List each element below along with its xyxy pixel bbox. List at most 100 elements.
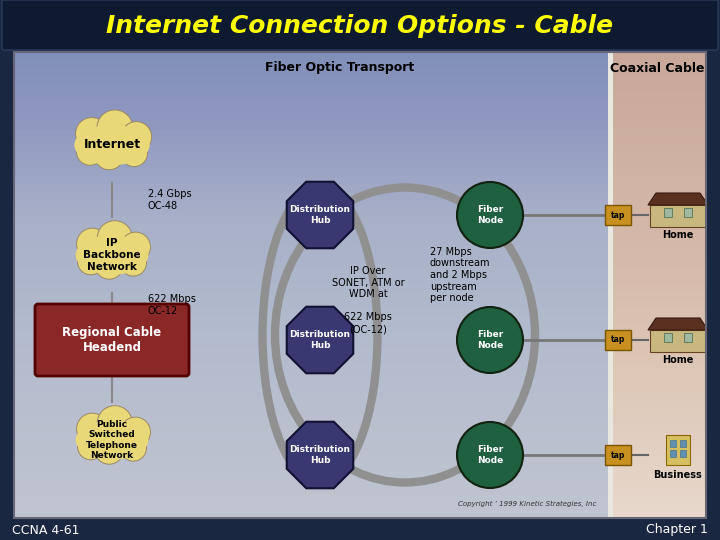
Bar [14,52,610,61]
Bar [14,347,610,356]
Bar [670,450,676,457]
Circle shape [121,122,152,152]
Bar [14,254,610,262]
Bar [14,262,610,271]
Bar [610,324,706,333]
Bar [14,161,610,170]
Circle shape [97,110,133,146]
Bar [650,330,706,352]
Bar [610,91,706,99]
Bar [610,409,706,418]
Circle shape [76,413,108,445]
Bar [610,231,706,239]
Bar [14,223,610,232]
Bar [610,52,706,61]
Bar [14,301,610,309]
Bar [14,339,610,348]
Bar [684,208,692,217]
Bar [610,138,706,146]
Text: Internet Connection Options - Cable: Internet Connection Options - Cable [107,14,613,38]
Polygon shape [287,182,354,248]
Text: Distribution
Hub: Distribution Hub [289,205,351,225]
Bar [610,448,706,457]
Bar [610,363,706,372]
Text: Chapter 1: Chapter 1 [646,523,708,537]
Circle shape [120,249,146,276]
Polygon shape [287,422,354,488]
Bar [14,106,610,115]
Bar [610,99,706,107]
Bar [610,215,706,224]
Bar [14,68,610,76]
Bar [610,471,706,480]
Bar [14,402,610,410]
Bar [610,68,706,76]
Bar [610,456,706,464]
Text: IP Over
SONET, ATM or
WDM at

622 Mbps
(OC-12): IP Over SONET, ATM or WDM at 622 Mbps (O… [332,266,405,334]
Bar [610,200,706,208]
Bar [610,502,706,511]
Bar [680,450,686,457]
FancyBboxPatch shape [605,330,631,350]
Bar [14,363,610,372]
Bar [14,231,610,239]
Circle shape [76,138,104,165]
Text: 622 Mbps
OC-12: 622 Mbps OC-12 [148,294,196,316]
Bar [14,277,610,286]
Circle shape [76,118,108,150]
Text: Distribution
Hub: Distribution Hub [289,330,351,350]
FancyBboxPatch shape [605,445,631,465]
Text: Copyright ’ 1999 Kinetic Strategies, Inc: Copyright ’ 1999 Kinetic Strategies, Inc [458,501,596,507]
Bar [14,417,610,426]
Bar [610,75,706,84]
Bar [610,277,706,286]
FancyBboxPatch shape [14,52,610,518]
Bar [610,184,706,193]
Bar [14,378,610,387]
Bar [14,386,610,395]
Bar [14,479,610,488]
Bar [610,347,706,356]
Bar [610,402,706,410]
FancyBboxPatch shape [35,304,189,376]
Bar [650,205,706,227]
Text: CCNA 4-61: CCNA 4-61 [12,523,79,537]
Bar [14,409,610,418]
Bar [14,200,610,208]
Bar [14,215,610,224]
Polygon shape [648,193,708,205]
Bar [14,238,610,247]
Bar [14,184,610,193]
Circle shape [120,435,146,461]
Bar [14,433,610,441]
Circle shape [457,422,523,488]
Bar [610,122,706,131]
Bar [14,153,610,162]
Bar [14,308,610,317]
Bar [610,417,706,426]
Bar [610,269,706,278]
Bar [14,324,610,333]
Bar [610,378,706,387]
Circle shape [120,232,150,262]
Bar [608,52,613,518]
Text: Fiber
Node: Fiber Node [477,445,503,465]
Bar [610,60,706,69]
Bar [14,168,610,177]
Circle shape [76,228,108,260]
Bar [14,130,610,138]
Text: Coaxial Cable: Coaxial Cable [610,62,704,75]
Circle shape [120,140,148,167]
Bar [610,433,706,441]
Bar [14,355,610,363]
Bar [14,75,610,84]
Bar [610,176,706,185]
Text: tap: tap [611,211,625,219]
Bar [14,425,610,434]
Bar [684,333,692,342]
Bar [610,440,706,449]
Circle shape [97,221,132,256]
Bar [610,293,706,301]
Bar [14,495,610,503]
Bar [610,425,706,434]
